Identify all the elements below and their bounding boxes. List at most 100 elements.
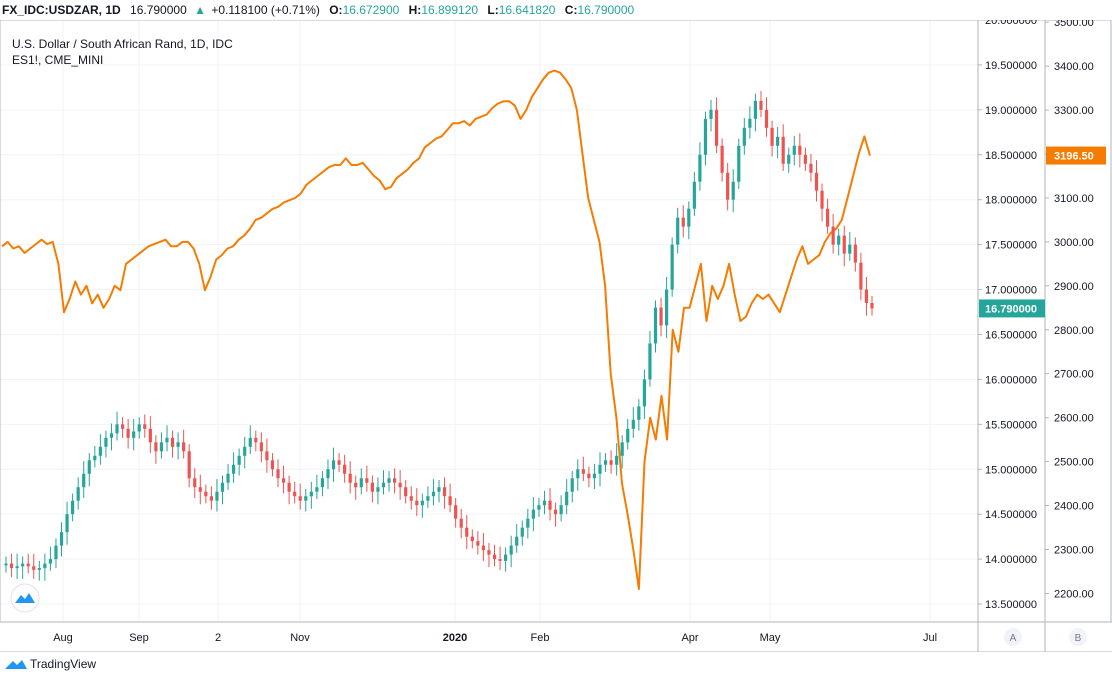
candle (198, 487, 202, 492)
candle (226, 473, 230, 483)
candle (526, 518, 530, 528)
candle (842, 235, 846, 254)
scale-button-a[interactable] (1004, 628, 1022, 646)
usdzar-tick-label: 18.500000 (985, 150, 1037, 162)
candle (220, 482, 225, 492)
candle (98, 446, 102, 456)
tradingview-brand[interactable]: TradingView (30, 657, 97, 671)
candle (448, 496, 452, 506)
candle (126, 428, 130, 438)
tradingview-watermark-shape (15, 593, 35, 603)
candle (43, 563, 47, 569)
candle (670, 244, 674, 290)
candle (687, 208, 691, 227)
candle (409, 496, 413, 501)
candle (137, 424, 141, 432)
candle (182, 442, 186, 452)
scale-button-label: A (1010, 633, 1017, 644)
candle (21, 563, 25, 567)
candle (609, 460, 613, 465)
candle (265, 451, 269, 461)
candle (204, 491, 208, 497)
candle (259, 442, 263, 452)
scale-button-b[interactable] (1069, 628, 1087, 646)
candle (15, 566, 19, 569)
candle (270, 460, 275, 470)
candle (681, 217, 685, 227)
legend-overlay[interactable]: ES1!, CME_MINI (12, 53, 104, 67)
candle (864, 289, 869, 304)
candle (298, 496, 302, 501)
candle (598, 464, 602, 474)
candle (565, 491, 569, 506)
candle (626, 428, 630, 443)
candle (104, 437, 108, 447)
candle (276, 469, 280, 479)
candle (859, 262, 863, 290)
symbol-name[interactable]: FX_IDC:USDZAR, 1D (2, 3, 121, 17)
candle (659, 307, 663, 326)
candle (331, 460, 336, 470)
candle (820, 190, 824, 209)
chart-grid (0, 20, 978, 622)
candle (709, 109, 713, 119)
candle (187, 451, 191, 479)
candle (620, 442, 624, 456)
candle (48, 559, 53, 564)
scale-button-label: B (1075, 633, 1082, 644)
candle (559, 505, 563, 515)
candle (803, 154, 807, 164)
low-label: L: (487, 3, 499, 17)
candle (387, 478, 391, 483)
candle (531, 509, 535, 519)
candle (470, 536, 474, 542)
usdzar-tick-label: 17.500000 (985, 240, 1037, 252)
candle (193, 478, 197, 488)
open-label: O: (329, 3, 343, 17)
candle (442, 487, 447, 497)
candle (831, 226, 835, 245)
candle (837, 235, 841, 245)
candle (359, 478, 363, 488)
candle (82, 473, 86, 488)
candle (498, 559, 502, 561)
candle (254, 437, 258, 443)
candle (753, 100, 758, 119)
candle (714, 109, 719, 146)
legend-title: U.S. Dollar / South African Rand, 1D, ID… (12, 37, 233, 51)
x-tick-label: Sep (129, 632, 149, 644)
candle (120, 424, 125, 429)
candle (731, 181, 735, 200)
candle (154, 442, 158, 452)
candle (398, 482, 402, 488)
candle (365, 478, 369, 483)
x-tick-label: Nov (290, 632, 310, 644)
es-tick-label: 2300.00 (1054, 544, 1094, 556)
es-tick-label: 2800.00 (1054, 325, 1094, 337)
usdzar-tick-label: 13.500000 (985, 599, 1037, 611)
es-overlay-layer (1, 69, 871, 590)
candle (59, 532, 64, 546)
usdzar-tick-label: 18.000000 (985, 195, 1037, 207)
price-chart[interactable]: 20.000000 19.500000 19.000000 18.500000 18.0… (0, 20, 1112, 652)
open-value: 16.672900 (342, 3, 400, 17)
es-tick-label: 2700.00 (1054, 369, 1094, 381)
candle (853, 244, 857, 263)
usdzar-tick-label: 14.000000 (985, 554, 1037, 566)
candle (465, 527, 469, 537)
es-last-price-label: 3196.50 (1054, 151, 1094, 163)
candle (759, 100, 763, 110)
candle (509, 545, 513, 555)
candle (726, 172, 730, 200)
candle (692, 181, 696, 209)
es-tick-label: 3400.00 (1054, 61, 1094, 73)
tradingview-watermark-icon (10, 583, 40, 613)
change-arrow-icon: ▲ (194, 3, 206, 17)
candle (653, 307, 658, 344)
candle (770, 127, 774, 146)
low-value: 16.641820 (498, 3, 556, 17)
candle (337, 460, 341, 465)
candle (248, 437, 252, 447)
candle (232, 464, 236, 474)
candle (71, 500, 75, 515)
